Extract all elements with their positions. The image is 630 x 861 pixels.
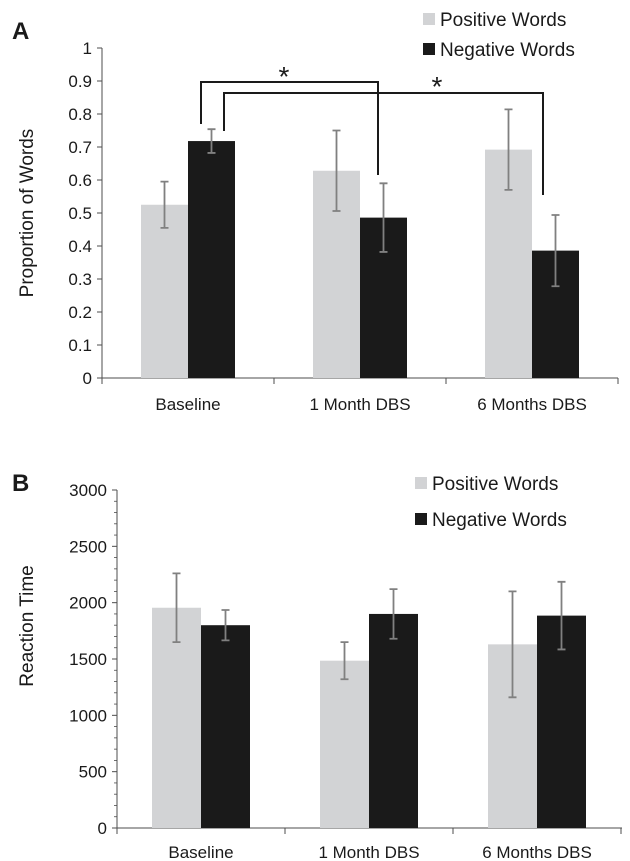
bar-negative-b — [537, 615, 586, 828]
significance-star-1: * — [279, 61, 290, 92]
y-tick-label-a: 0.3 — [68, 270, 92, 289]
bar-positive-b — [320, 660, 369, 828]
error-bar-negative-a — [551, 214, 560, 288]
y-tick-label-b: 1000 — [69, 706, 107, 725]
panel-a: A Proportion of Words 0 0.1 0.2 0.3 0.4 0.5 0.… — [12, 10, 619, 414]
y-tick-label-a: 0.5 — [68, 204, 92, 223]
legend-swatch-positive-a — [423, 13, 435, 25]
significance-star-2: * — [432, 71, 443, 102]
error-bar-negative-b — [557, 580, 566, 651]
x-category-label-b: Baseline — [168, 843, 233, 861]
y-tick-label-a: 0.2 — [68, 303, 92, 322]
significance-bracket-baseline-1month — [200, 81, 379, 175]
x-category-label-b: 6 Months DBS — [482, 843, 592, 861]
panel-a-letter: A — [12, 18, 29, 45]
y-tick-label-a: 0.8 — [68, 105, 92, 124]
legend-label-positive-b: Positive Words — [432, 474, 558, 495]
y-axis-title-a: Proportion of Words — [17, 129, 38, 298]
legend-swatch-positive-b — [415, 477, 427, 489]
x-category-label-a: Baseline — [155, 395, 220, 414]
legend-label-negative-b: Negative Words — [432, 510, 567, 531]
y-tick-label-b: 2500 — [69, 537, 107, 556]
error-bar-negative-b — [389, 588, 398, 640]
error-bar-negative-a — [379, 182, 388, 253]
y-tick-label-b: 0 — [98, 819, 107, 838]
y-tick-label-b: 500 — [79, 763, 107, 782]
y-tick-label-a: 0 — [83, 369, 92, 388]
bar-negative-a — [188, 141, 235, 378]
panel-b-letter: B — [12, 470, 29, 497]
bar-positive-b — [152, 607, 201, 828]
legend-b: Positive Words Negative Words — [415, 474, 567, 531]
x-category-label-a: 6 Months DBS — [477, 395, 587, 414]
x-category-label-b: 1 Month DBS — [318, 843, 419, 861]
x-category-label-a: 1 Month DBS — [309, 395, 410, 414]
y-axis-title-b: Reaction Time — [17, 565, 38, 686]
error-bar-negative-a — [207, 128, 216, 154]
y-tick-label-a: 0.7 — [68, 138, 92, 157]
y-tick-label-b: 1500 — [69, 650, 107, 669]
panel-b: B Reaction Time 0 500 1000 1500 2000 2500 3000… — [12, 470, 622, 861]
error-bar-positive-a — [160, 180, 169, 229]
y-tick-label-a: 0.1 — [68, 336, 92, 355]
y-tick-label-a: 1 — [83, 39, 92, 58]
bar-negative-b — [201, 625, 250, 828]
bar-negative-b — [369, 613, 418, 828]
legend-swatch-negative-b — [415, 513, 427, 525]
significance-brackets-a: * * — [200, 61, 544, 195]
plot-area-b: 0 500 1000 1500 2000 2500 3000 Baseline 1 Month … — [69, 481, 622, 861]
error-bar-positive-b — [172, 572, 181, 643]
legend-swatch-negative-a — [423, 43, 435, 55]
plot-area-a: 0 0.1 0.2 0.3 0.4 0.5 0.6 0.7 0.8 0.9 1 Baseline 1 M… — [68, 39, 619, 414]
error-bar-positive-a — [504, 108, 513, 191]
error-bar-positive-a — [332, 129, 341, 212]
legend-a: Positive Words Negative Words — [423, 10, 575, 61]
y-tick-label-a: 0.6 — [68, 171, 92, 190]
y-tick-label-b: 2000 — [69, 594, 107, 613]
error-bar-positive-b — [508, 590, 517, 699]
bar-positive-a — [141, 204, 188, 378]
error-bar-positive-b — [340, 641, 349, 681]
legend-label-negative-a: Negative Words — [440, 40, 575, 61]
y-tick-label-a: 0.4 — [68, 237, 92, 256]
legend-label-positive-a: Positive Words — [440, 10, 566, 31]
y-tick-label-a: 0.9 — [68, 72, 92, 91]
significance-bracket-baseline-6months — [223, 92, 544, 195]
error-bar-negative-b — [221, 609, 230, 642]
y-tick-label-b: 3000 — [69, 481, 107, 500]
